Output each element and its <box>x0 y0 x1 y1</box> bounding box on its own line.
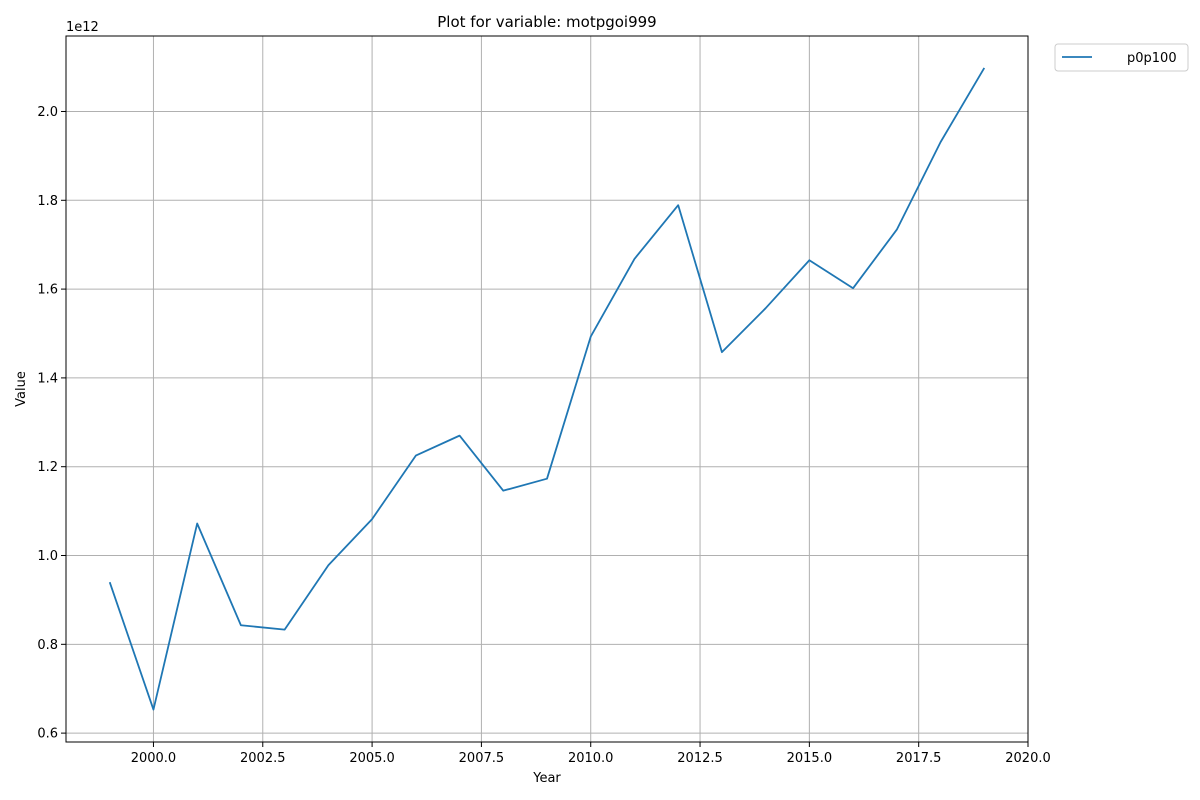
y-tick-label: 0.6 <box>37 727 58 742</box>
x-tick-label: 2000.0 <box>131 751 177 766</box>
tick-layer: 2000.0 2002.5 2005.0 2007.5 2010.0 2012.5 2015… <box>37 105 1050 766</box>
plot-area-frame <box>65 35 1029 743</box>
x-tick-label: 2010.0 <box>568 751 614 766</box>
y-tick-label: 0.8 <box>37 638 58 653</box>
legend-label: p0p100 <box>1127 51 1177 66</box>
chart-title: Plot for variable: motpgoi999 <box>437 13 656 31</box>
x-tick-label: 2005.0 <box>349 751 395 766</box>
series-line-p0p100 <box>108 67 986 711</box>
y-tick-label: 1.2 <box>37 460 58 475</box>
y-tick-label: 1.8 <box>37 194 58 209</box>
legend: p0p100 <box>1054 43 1189 72</box>
y-axis-offset-label: 1e12 <box>66 20 99 35</box>
x-axis-title: Year <box>532 771 561 786</box>
x-tick-label: 2020.0 <box>1005 751 1051 766</box>
x-tick-label: 2015.0 <box>787 751 833 766</box>
y-tick-label: 1.4 <box>37 371 58 386</box>
legend-box <box>1054 43 1189 72</box>
x-tick-label: 2017.5 <box>896 751 942 766</box>
grid <box>66 36 1029 742</box>
x-tick-label: 2002.5 <box>240 751 286 766</box>
x-tick-label: 2012.5 <box>677 751 723 766</box>
series-layer <box>108 67 986 711</box>
x-tick-label: 2007.5 <box>459 751 505 766</box>
y-tick-label: 1.6 <box>37 283 58 298</box>
y-tick-label: 2.0 <box>37 105 58 120</box>
y-axis-title: Value <box>14 371 29 407</box>
y-tick-label: 1.0 <box>37 549 58 564</box>
